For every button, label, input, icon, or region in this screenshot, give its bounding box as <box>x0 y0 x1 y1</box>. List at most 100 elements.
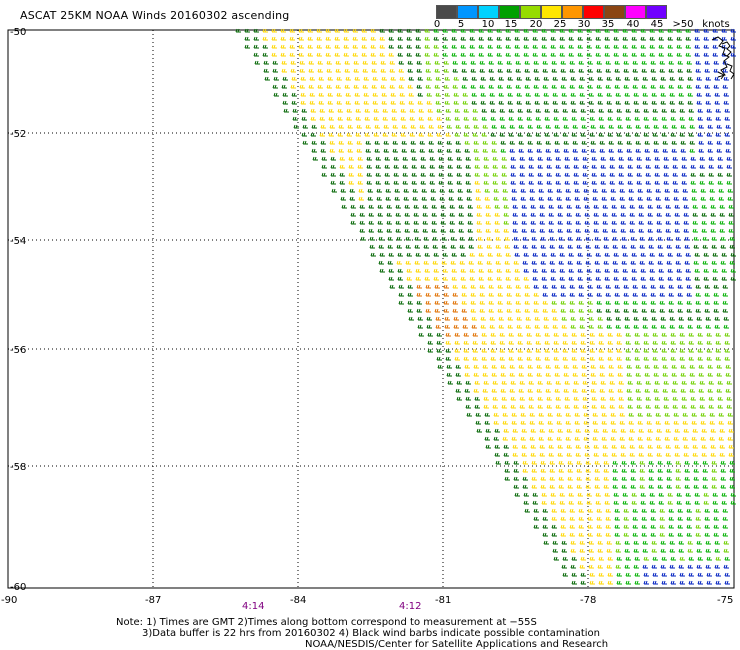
wind-barb <box>443 292 449 297</box>
wind-barb <box>609 164 615 169</box>
wind-barb <box>280 36 286 41</box>
wind-barb <box>532 492 538 497</box>
wind-barb <box>539 220 545 225</box>
wind-barb <box>609 380 615 385</box>
wind-barb <box>591 180 597 185</box>
wind-barb <box>690 396 696 401</box>
wind-barb <box>498 100 504 105</box>
wind-barb <box>612 236 618 241</box>
wind-barb <box>629 204 635 209</box>
wind-barb <box>530 444 536 449</box>
wind-barb <box>597 100 603 105</box>
wind-barb <box>503 444 509 449</box>
wind-barb <box>415 52 421 57</box>
wind-barb <box>490 348 496 353</box>
wind-barb <box>672 164 678 169</box>
wind-barb <box>497 60 503 65</box>
wind-barb <box>550 276 556 281</box>
wind-barb <box>533 292 539 297</box>
wind-barb <box>542 516 548 521</box>
wind-barb <box>645 396 651 401</box>
wind-barb <box>552 92 558 97</box>
wind-barb <box>577 252 583 257</box>
wind-barb <box>307 36 313 41</box>
wind-barb <box>682 420 688 425</box>
wind-barb <box>704 532 710 537</box>
wind-barb <box>714 316 720 321</box>
wind-barb <box>452 60 458 65</box>
wind-barb <box>652 572 658 577</box>
wind-barb <box>691 412 697 417</box>
wind-barb <box>463 356 469 361</box>
wind-barb <box>665 452 671 457</box>
wind-barb <box>689 140 695 145</box>
wind-barb <box>494 444 500 449</box>
wind-barb <box>584 444 590 449</box>
wind-barb <box>462 92 468 97</box>
wind-barb <box>344 84 350 89</box>
wind-barb <box>730 36 736 41</box>
wind-barb <box>636 156 642 161</box>
wind-barb <box>398 68 404 73</box>
wind-barb <box>435 316 441 321</box>
wind-barb <box>710 444 716 449</box>
wind-barb <box>717 180 723 185</box>
wind-barb <box>587 524 593 529</box>
wind-barb <box>615 324 621 329</box>
wind-barb <box>584 428 590 433</box>
wind-barb <box>442 36 448 41</box>
wind-barb <box>543 92 549 97</box>
wind-barb <box>442 268 448 273</box>
wind-barb <box>616 132 622 137</box>
wind-barb <box>438 164 444 169</box>
wind-barb <box>657 236 663 241</box>
wind-barb <box>564 396 570 401</box>
wind-barb <box>543 100 549 105</box>
wind-barb <box>633 324 639 329</box>
wind-barb <box>578 284 584 289</box>
wind-barb <box>610 436 616 441</box>
wind-barb <box>418 332 424 337</box>
wind-barb <box>694 36 700 41</box>
wind-barb <box>495 460 501 465</box>
wind-barb <box>318 92 324 97</box>
wind-barb <box>712 276 718 281</box>
wind-barb <box>317 60 323 65</box>
wind-barb <box>531 468 537 473</box>
wind-barb <box>321 172 327 177</box>
wind-barb <box>406 276 412 281</box>
wind-barb <box>650 68 656 73</box>
wind-barb <box>512 228 518 233</box>
wind-barb <box>644 148 650 153</box>
wind-barb <box>424 28 430 33</box>
wind-barb <box>642 564 648 569</box>
wind-barb <box>561 76 567 81</box>
wind-barb <box>726 380 732 385</box>
wind-barb <box>596 508 602 513</box>
wind-barb <box>427 108 433 113</box>
wind-barb <box>577 44 583 49</box>
wind-barb <box>595 36 601 41</box>
wind-barb <box>391 116 397 121</box>
wind-barb <box>400 108 406 113</box>
wind-barb <box>434 292 440 297</box>
wind-barb <box>709 412 715 417</box>
wind-barb <box>623 84 629 89</box>
wind-barb <box>299 68 305 73</box>
wind-barb <box>308 60 314 65</box>
wind-barb <box>587 60 593 65</box>
wind-barb <box>702 476 708 481</box>
wind-barb <box>704 508 710 513</box>
wind-barb <box>580 132 586 137</box>
wind-barb <box>327 100 333 105</box>
wind-barb <box>548 428 554 433</box>
wind-barb <box>390 100 396 105</box>
wind-barb <box>365 124 371 129</box>
wind-barb <box>677 68 683 73</box>
wind-barb <box>547 412 553 417</box>
wind-barb <box>719 204 725 209</box>
wind-barb <box>302 140 308 145</box>
wind-barb <box>665 228 671 233</box>
wind-barb <box>489 92 495 97</box>
wind-barb <box>555 404 561 409</box>
